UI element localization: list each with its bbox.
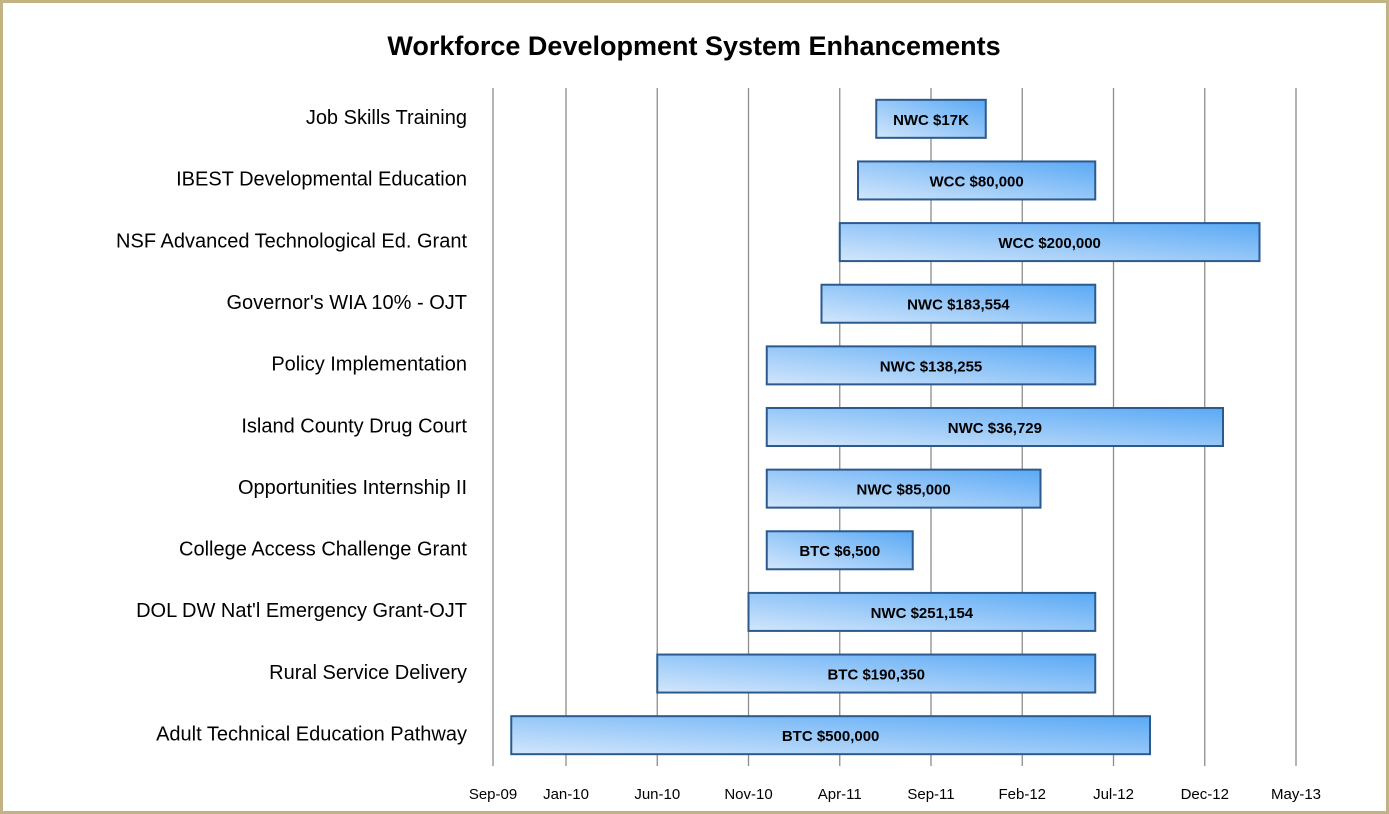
bar — [820, 283, 1097, 324]
x-tick-label: Feb-12 — [998, 786, 1046, 803]
x-tick-label: Sep-11 — [907, 786, 954, 803]
bar-label: WCC $80,000 — [930, 173, 1024, 190]
category-label: Job Skills Training — [306, 107, 467, 129]
x-tick-label: Dec-12 — [1181, 786, 1229, 803]
bar-label: BTC $190,350 — [827, 667, 925, 684]
bar — [656, 653, 1097, 694]
bar-label: NWC $138,255 — [880, 358, 983, 375]
bar-label: NWC $36,729 — [948, 420, 1042, 437]
category-label: Adult Technical Education Pathway — [156, 723, 467, 745]
bar-label: WCC $200,000 — [998, 235, 1101, 252]
category-label: Opportunities Internship II — [238, 477, 467, 499]
category-label: Governor's WIA 10% - OJT — [226, 292, 467, 314]
bar — [857, 160, 1097, 201]
bar — [765, 407, 1224, 447]
bar — [747, 591, 1097, 632]
bar-label: NWC $17K — [893, 112, 969, 129]
category-label: DOL DW Nat'l Emergency Grant-OJT — [136, 600, 467, 622]
bar — [765, 468, 1042, 509]
bar — [765, 345, 1097, 386]
category-label: Rural Service Delivery — [269, 662, 467, 684]
bar-label: BTC $500,000 — [782, 728, 880, 745]
category-label: Island County Drug Court — [241, 415, 467, 437]
x-tick-label: May-13 — [1271, 786, 1321, 803]
category-label: NSF Advanced Technological Ed. Grant — [116, 230, 467, 252]
x-tick-label: Sep-09 — [469, 786, 517, 803]
chart-title: Workforce Development System Enhancement… — [387, 31, 1000, 61]
x-tick-label: Jun-10 — [634, 786, 680, 803]
bar — [838, 222, 1261, 263]
bar-label: NWC $251,154 — [871, 605, 974, 622]
bar — [765, 530, 914, 571]
bar — [875, 98, 987, 139]
category-label: IBEST Developmental Education — [176, 169, 467, 191]
category-label: College Access Challenge Grant — [179, 539, 467, 561]
bar — [510, 715, 1151, 756]
bar-label: BTC $6,500 — [799, 543, 880, 560]
x-tick-label: Jul-12 — [1093, 786, 1134, 803]
x-tick-label: Jan-10 — [543, 786, 589, 803]
bar-label: NWC $85,000 — [857, 482, 951, 499]
bar-label: NWC $183,554 — [907, 297, 1010, 314]
category-label: Policy Implementation — [271, 354, 467, 376]
x-tick-label: Apr-11 — [818, 786, 862, 803]
x-tick-label: Nov-10 — [724, 786, 772, 803]
